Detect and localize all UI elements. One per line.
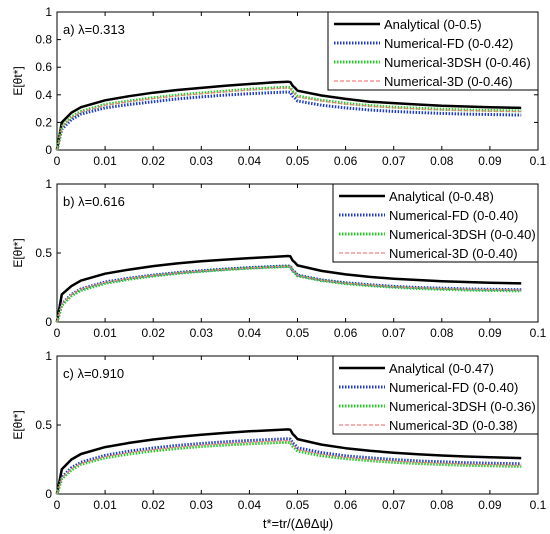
y-axis-label: E[θt*] xyxy=(11,238,25,267)
x-tick-label: 0.02 xyxy=(142,498,166,512)
legend-entry: Numerical-FD (0-0.40) xyxy=(389,380,518,395)
legend: Analytical (0-0.47) Numerical-FD (0-0.40)… xyxy=(332,355,539,435)
series-line-2 xyxy=(55,90,522,151)
x-tick-label: 0.02 xyxy=(142,326,166,340)
legend-entry: Numerical-FD (0-0.42) xyxy=(384,36,513,51)
legend-entry: Numerical-3D (0-0.46) xyxy=(384,74,513,89)
legend: Analytical (0-0.5) Numerical-FD (0-0.42) N… xyxy=(327,11,539,91)
panel-label: c) λ=0.910 xyxy=(63,366,124,381)
x-axis-label: t*=tr/(ΔθΔψ) xyxy=(263,516,333,531)
y-tick-label: 0 xyxy=(45,487,52,501)
x-tick-label: 0 xyxy=(54,154,61,168)
x-tick-label: 0.06 xyxy=(334,326,358,340)
legend-entry: Numerical-3D (0-0.38) xyxy=(389,418,518,433)
series-line-2 xyxy=(55,437,522,495)
x-tick-label: 0.06 xyxy=(334,498,358,512)
x-tick-label: 0.1 xyxy=(530,498,547,512)
x-tick-label: 0.05 xyxy=(286,498,310,512)
y-tick-label: 0 xyxy=(45,143,52,157)
x-tick-label: 0.04 xyxy=(238,498,262,512)
x-tick-label: 0 xyxy=(54,326,61,340)
y-tick-label: 0.4 xyxy=(35,88,52,102)
x-tick-label: 0.08 xyxy=(430,326,454,340)
x-tick-label: 0.06 xyxy=(334,154,358,168)
x-tick-label: 0.07 xyxy=(382,326,406,340)
x-tick-label: 0.07 xyxy=(382,498,406,512)
x-tick-label: 0.09 xyxy=(478,154,502,168)
series-line-1 xyxy=(55,80,522,151)
x-tick-label: 0.08 xyxy=(430,154,454,168)
y-tick-label: 1 xyxy=(45,5,52,19)
x-tick-label: 0.01 xyxy=(93,498,117,512)
legend-entry: Numerical-3DSH (0-0.46) xyxy=(384,55,531,70)
panel-2: 0 0.01 0.02 0.03 0.04 0.05 0.06 0.07 0.08 0.09 0.1… xyxy=(11,177,547,340)
y-tick-label: 0.5 xyxy=(35,418,52,432)
x-tick-label: 0.1 xyxy=(530,326,547,340)
series-line-4 xyxy=(56,87,522,151)
x-tick-label: 0.03 xyxy=(190,154,214,168)
series-line-3 xyxy=(55,440,522,495)
legend-entry: Analytical (0-0.5) xyxy=(384,17,482,32)
y-tick-label: 0.6 xyxy=(35,60,52,74)
series-line-4 xyxy=(56,265,522,323)
x-tick-label: 0.01 xyxy=(93,326,117,340)
x-tick-label: 0.08 xyxy=(430,498,454,512)
panel-1: 0 0.01 0.02 0.03 0.04 0.05 0.06 0.07 0.08 0.09 0.1… xyxy=(11,5,547,168)
panel-3: 0 0.01 0.02 0.03 0.04 0.05 0.06 0.07 0.08 0.09 0.1… xyxy=(11,349,547,512)
x-tick-label: 0.05 xyxy=(286,154,310,168)
x-tick-label: 0.09 xyxy=(478,326,502,340)
panel-label: b) λ=0.616 xyxy=(63,194,125,209)
panel-label: a) λ=0.313 xyxy=(63,22,125,37)
y-tick-label: 0.5 xyxy=(35,246,52,260)
legend: Analytical (0-0.48) Numerical-FD (0-0.40)… xyxy=(332,183,539,263)
x-tick-label: 0.04 xyxy=(238,326,262,340)
y-tick-label: 1 xyxy=(45,177,52,191)
series-line-4 xyxy=(56,440,522,495)
x-tick-label: 0.07 xyxy=(382,154,406,168)
y-tick-label: 0.2 xyxy=(35,115,52,129)
x-tick-label: 0.03 xyxy=(190,498,214,512)
series-line-1 xyxy=(55,254,522,323)
x-tick-label: 0.04 xyxy=(238,154,262,168)
x-tick-label: 0 xyxy=(54,498,61,512)
legend-entry: Numerical-3DSH (0-0.40) xyxy=(389,227,536,242)
x-tick-label: 0.01 xyxy=(93,154,117,168)
x-tick-label: 0.1 xyxy=(530,154,547,168)
legend-entry: Analytical (0-0.47) xyxy=(389,361,494,376)
y-tick-label: 0.8 xyxy=(35,33,52,47)
x-tick-label: 0.05 xyxy=(286,326,310,340)
x-tick-label: 0.02 xyxy=(142,154,166,168)
legend-entry: Numerical-3DSH (0-0.36) xyxy=(389,399,536,414)
legend-entry: Numerical-FD (0-0.40) xyxy=(389,208,518,223)
y-tick-label: 0 xyxy=(45,315,52,329)
series-line-3 xyxy=(55,265,522,323)
x-tick-label: 0.03 xyxy=(190,326,214,340)
y-tick-label: 1 xyxy=(45,349,52,363)
series-line-1 xyxy=(55,428,522,495)
legend-entry: Numerical-3D (0-0.40) xyxy=(389,246,518,261)
y-axis-label: E[θt*] xyxy=(11,410,25,439)
y-axis-label: E[θt*] xyxy=(11,66,25,95)
legend-entry: Analytical (0-0.48) xyxy=(389,189,494,204)
x-tick-label: 0.09 xyxy=(478,498,502,512)
